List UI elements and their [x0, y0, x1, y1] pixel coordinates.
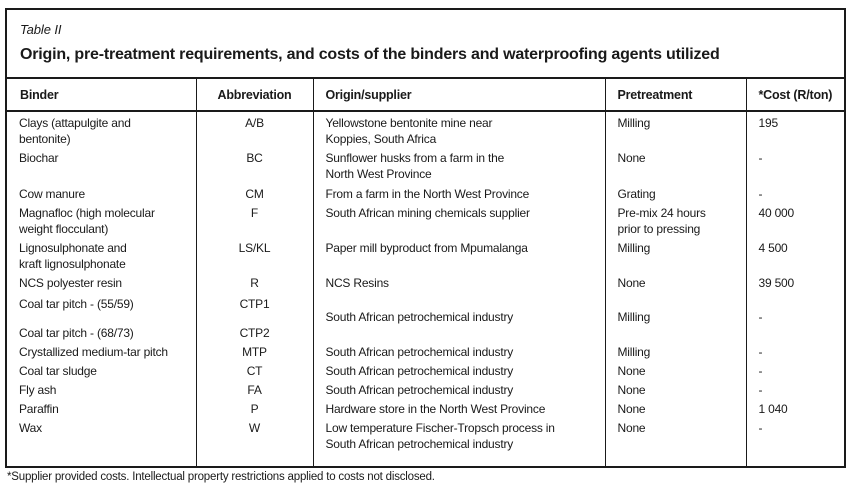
cell-binder: Clays (attapulgite and bentonite): [19, 116, 131, 146]
cell-abbreviation: R: [195, 272, 313, 293]
cell-cost: -: [745, 360, 844, 379]
col-header-binder: Binder: [7, 78, 196, 112]
col-header-abbreviation: Abbreviation: [195, 78, 313, 112]
col-header-pretreatment: Pretreatment: [604, 78, 746, 112]
table-footnote: *Supplier provided costs. Intellectual p…: [7, 471, 435, 483]
cell-cost: -: [745, 341, 844, 360]
table-row: Magnafloc (high molecular weight floccul…: [7, 202, 844, 237]
cell-binder: Cow manure: [19, 187, 86, 201]
cell-abbreviation: F: [195, 202, 313, 237]
table-row: Coal tar pitch - (55/59) CTP1 South Afri…: [7, 293, 844, 341]
cell-abbreviation: CM: [195, 183, 313, 202]
cell-abbreviation: W: [195, 417, 313, 466]
table-row: Fly ash FA South African petrochemical i…: [7, 379, 844, 398]
table-row: Clays (attapulgite and bentonite) A/B Ye…: [7, 111, 844, 147]
cell-cost: -: [745, 147, 844, 183]
cell-binder: Coal tar pitch - (55/59): [19, 297, 134, 311]
table-row: Crystallized medium-tar pitch MTP South …: [7, 341, 844, 360]
header-row: Binder Abbreviation Origin/supplier Pret…: [7, 78, 844, 112]
col-header-cost: *Cost (R/ton): [745, 78, 844, 112]
cell-pretreatment: None: [604, 417, 746, 466]
cell-abbreviation: CTP1: [195, 293, 313, 317]
cell-cost: 4 500: [745, 237, 844, 272]
table-label: Table II: [20, 22, 62, 37]
cell-abbreviation: CTP2: [195, 317, 313, 341]
cell-origin: South African petrochemical industry: [312, 379, 605, 398]
cell-abbreviation: BC: [195, 147, 313, 183]
cell-origin: Hardware store in the North West Provinc…: [312, 398, 605, 417]
cell-binder: Fly ash: [19, 383, 57, 397]
cell-abbreviation: LS/KL: [195, 237, 313, 272]
cell-cost: -: [745, 417, 844, 466]
cell-pretreatment: None: [604, 398, 746, 417]
cell-origin: South African petrochemical industry: [312, 360, 605, 379]
cell-binder: Coal tar sludge: [19, 364, 97, 378]
cell-binder: Paraffin: [19, 402, 59, 416]
table-row: NCS polyester resin R NCS Resins None 39…: [7, 272, 844, 293]
table-title: Origin, pre-treatment requirements, and …: [20, 46, 720, 63]
cell-origin: Paper mill byproduct from Mpumalanga: [312, 237, 605, 272]
cell-abbreviation: A/B: [195, 111, 313, 147]
data-table: Binder Abbreviation Origin/supplier Pret…: [7, 77, 844, 466]
table-row: Wax W Low temperature Fischer-Tropsch pr…: [7, 417, 844, 466]
cell-pretreatment: Milling: [604, 111, 746, 147]
cell-abbreviation: P: [195, 398, 313, 417]
cell-pretreatment: Milling: [604, 237, 746, 272]
cell-pretreatment: None: [604, 147, 746, 183]
cell-binder: Crystallized medium-tar pitch: [19, 345, 168, 359]
cell-pretreatment: Milling: [604, 341, 746, 360]
cell-origin: Yellowstone bentonite mine near Koppies,…: [312, 111, 605, 147]
col-header-origin: Origin/supplier: [312, 78, 605, 112]
cell-abbreviation: FA: [195, 379, 313, 398]
cell-pretreatment-merged: Milling: [604, 293, 746, 341]
cell-origin: South African mining chemicals supplier: [312, 202, 605, 237]
cell-binder: Wax: [19, 421, 42, 435]
cell-pretreatment: None: [604, 360, 746, 379]
cell-cost-merged: -: [745, 293, 844, 341]
cell-abbreviation: CT: [195, 360, 313, 379]
cell-pretreatment: None: [604, 379, 746, 398]
table-row: Coal tar pitch - (68/73) CTP2: [7, 317, 844, 341]
cell-origin: Sunflower husks from a farm in the North…: [312, 147, 605, 183]
cell-origin: Low temperature Fischer-Tropsch process …: [312, 417, 605, 466]
cell-binder: Coal tar pitch - (68/73): [19, 326, 134, 340]
cell-cost: 39 500: [745, 272, 844, 293]
table-row: Biochar BC Sunflower husks from a farm i…: [7, 147, 844, 183]
table-row: Coal tar sludge CT South African petroch…: [7, 360, 844, 379]
table-frame: Table II Origin, pre-treatment requireme…: [5, 8, 846, 468]
table-row: Lignosulphonate and kraft lignosulphonat…: [7, 237, 844, 272]
cell-origin: South African petrochemical industry: [312, 341, 605, 360]
cell-binder: Lignosulphonate and kraft lignosulphonat…: [19, 241, 127, 271]
cell-binder: NCS polyester resin: [19, 276, 122, 290]
cell-origin-merged: South African petrochemical industry: [312, 293, 605, 341]
table-row: Paraffin P Hardware store in the North W…: [7, 398, 844, 417]
cell-binder: Magnafloc (high molecular weight floccul…: [19, 206, 155, 236]
cell-cost: 1 040: [745, 398, 844, 417]
cell-binder: Biochar: [19, 151, 59, 165]
cell-cost: 40 000: [745, 202, 844, 237]
cell-pretreatment: Grating: [604, 183, 746, 202]
table-caption: Table II Origin, pre-treatment requireme…: [7, 10, 844, 77]
table-row: Cow manure CM From a farm in the North W…: [7, 183, 844, 202]
cell-pretreatment: None: [604, 272, 746, 293]
cell-cost: 195: [745, 111, 844, 147]
cell-origin: From a farm in the North West Province: [312, 183, 605, 202]
cell-cost: -: [745, 379, 844, 398]
cell-abbreviation: MTP: [195, 341, 313, 360]
cell-pretreatment: Pre-mix 24 hours prior to pressing: [604, 202, 746, 237]
cell-origin: NCS Resins: [312, 272, 605, 293]
cell-cost: -: [745, 183, 844, 202]
